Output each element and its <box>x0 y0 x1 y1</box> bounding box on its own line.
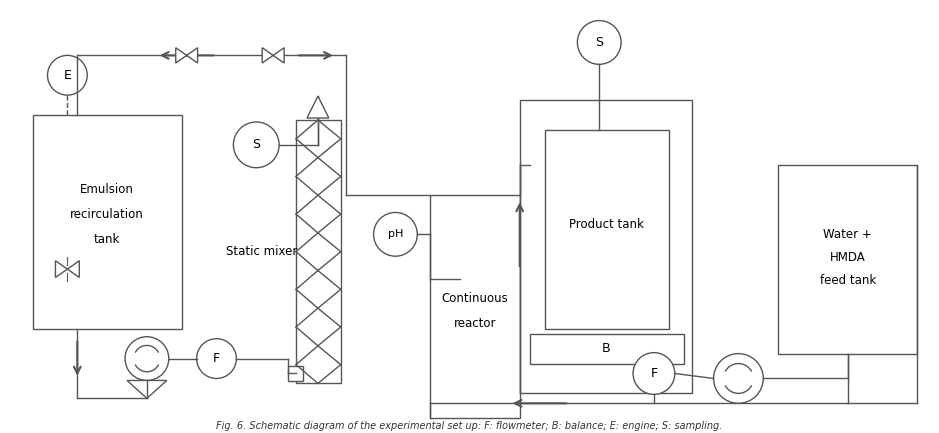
Polygon shape <box>307 96 329 118</box>
Text: F: F <box>651 367 657 380</box>
Text: Water +: Water + <box>824 228 872 241</box>
Circle shape <box>577 21 621 65</box>
Text: E: E <box>64 69 71 82</box>
Circle shape <box>125 337 169 381</box>
Polygon shape <box>187 48 197 63</box>
Bar <box>296 120 341 384</box>
Polygon shape <box>273 48 285 63</box>
Text: Product tank: Product tank <box>569 218 643 231</box>
Text: recirculation: recirculation <box>70 208 144 221</box>
Polygon shape <box>127 381 167 398</box>
Text: F: F <box>213 352 220 365</box>
Text: pH: pH <box>388 229 403 239</box>
Text: Static mixer: Static mixer <box>225 245 297 258</box>
Text: S: S <box>595 36 603 49</box>
Text: Continuous: Continuous <box>441 292 508 305</box>
Text: Fig. 6. Schematic diagram of the experimental set up: F: flowmeter; B: balance; : Fig. 6. Schematic diagram of the experim… <box>216 421 722 431</box>
Text: S: S <box>253 139 260 152</box>
Text: HMDA: HMDA <box>830 251 866 264</box>
Text: B: B <box>602 342 610 355</box>
Polygon shape <box>55 261 68 278</box>
Text: tank: tank <box>94 233 120 246</box>
Bar <box>33 115 182 329</box>
Bar <box>288 365 303 381</box>
Text: reactor: reactor <box>454 317 496 330</box>
Text: Emulsion: Emulsion <box>80 183 134 196</box>
Circle shape <box>234 122 279 168</box>
Circle shape <box>196 339 237 378</box>
Circle shape <box>633 352 675 394</box>
Polygon shape <box>176 48 187 63</box>
Bar <box>545 130 669 329</box>
Polygon shape <box>262 48 273 63</box>
Bar <box>530 334 684 364</box>
Bar <box>519 100 692 393</box>
Bar <box>778 165 917 354</box>
Text: feed tank: feed tank <box>820 274 876 287</box>
Polygon shape <box>68 261 79 278</box>
Bar <box>430 194 519 418</box>
Circle shape <box>48 55 87 95</box>
Circle shape <box>374 213 417 256</box>
Circle shape <box>714 354 763 403</box>
